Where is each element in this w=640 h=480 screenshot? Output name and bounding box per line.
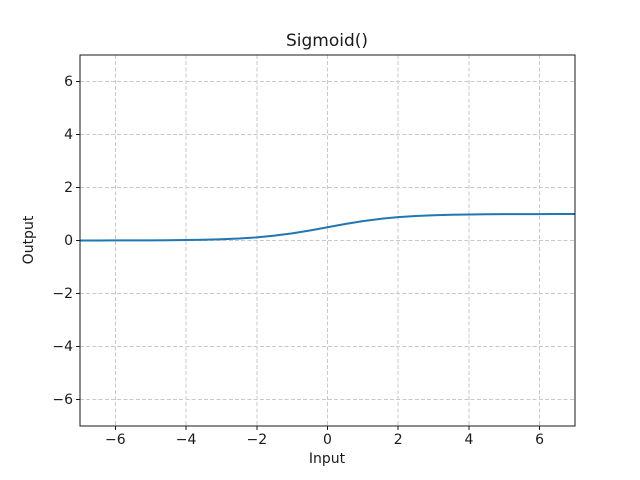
- y-tick-label: −6: [52, 391, 73, 408]
- y-tick-label: −4: [52, 338, 73, 355]
- x-tick-label: −4: [175, 432, 197, 448]
- plot-border: [79, 54, 576, 427]
- y-tick-label: 0: [64, 232, 73, 249]
- y-tick-label: 2: [64, 179, 73, 196]
- x-tick-label: 6: [535, 432, 545, 448]
- y-axis-label: Output: [21, 215, 37, 265]
- x-tick-label: 2: [393, 432, 403, 448]
- x-tick-label: 4: [464, 432, 474, 448]
- y-tick-label: 4: [64, 126, 73, 143]
- sigmoid-curve: [79, 213, 576, 242]
- x-axis-label: Input: [308, 451, 346, 467]
- x-tick-label: −6: [105, 432, 126, 448]
- x-tick-label: −2: [246, 432, 268, 448]
- y-tick-label: 6: [64, 73, 73, 90]
- x-tick-label: 0: [323, 432, 332, 448]
- y-tick-label: −2: [52, 285, 73, 302]
- chart-title: Sigmoid(): [285, 31, 369, 51]
